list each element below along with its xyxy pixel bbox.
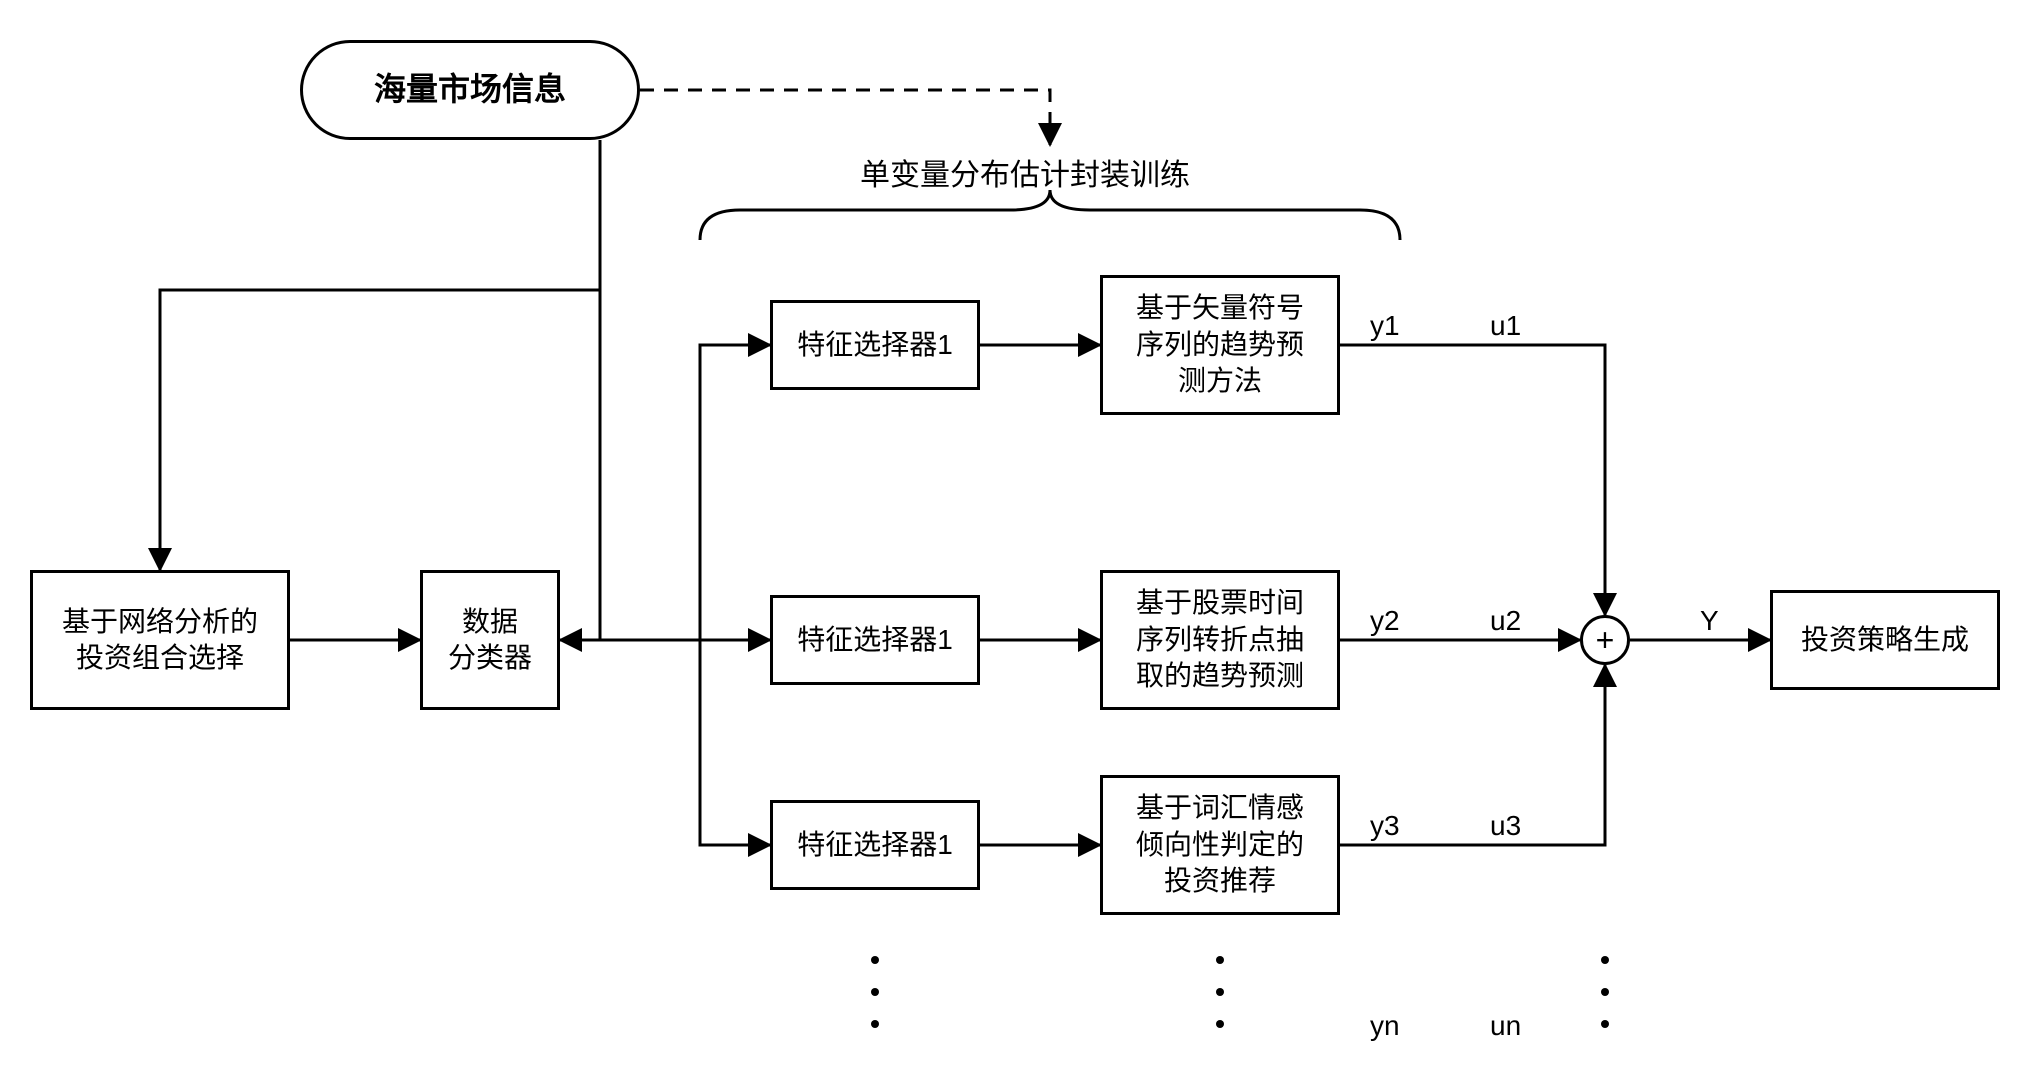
ellipsis-dot (1216, 988, 1224, 996)
node-fs1: 特征选择器1 (770, 300, 980, 390)
node-fs2: 特征选择器1 (770, 595, 980, 685)
node-strategy: 投资策略生成 (1770, 590, 2000, 690)
ellipsis-dot (1601, 1020, 1609, 1028)
node-start: 海量市场信息 (300, 40, 640, 140)
ellipsis-dot (1601, 988, 1609, 996)
ellipsis-dot (871, 1020, 879, 1028)
node-portfolio: 基于网络分析的投资组合选择 (30, 570, 290, 710)
ellipsis-dot (1601, 956, 1609, 964)
edge-label-y3: y3 (1370, 810, 1400, 842)
edge-start-left (160, 290, 600, 570)
edge-start-down (560, 140, 600, 640)
node-fs3: 特征选择器1 (770, 800, 980, 890)
node-m3: 基于词汇情感倾向性判定的投资推荐 (1100, 775, 1340, 915)
ellipsis-dot (1216, 956, 1224, 964)
ellipsis-dot (871, 988, 879, 996)
node-sum: + (1580, 615, 1630, 665)
edge-m1-sum (1340, 345, 1605, 615)
edge-label-u3: u3 (1490, 810, 1521, 842)
node-m2: 基于股票时间序列转折点抽取的趋势预测 (1100, 570, 1340, 710)
node-m1: 基于矢量符号序列的趋势预测方法 (1100, 275, 1340, 415)
ellipsis-dot (1216, 1020, 1224, 1028)
node-classifier: 数据分类器 (420, 570, 560, 710)
edge-bus-fs1 (700, 345, 770, 640)
edge-label-Y: Y (1700, 605, 1719, 637)
edge-label-un: un (1490, 1010, 1521, 1042)
flowchart-canvas: 海量市场信息基于网络分析的投资组合选择数据分类器特征选择器1特征选择器1特征选择… (0, 0, 2028, 1078)
edge-label-u1: u1 (1490, 310, 1521, 342)
ellipsis-dot (871, 956, 879, 964)
section-label: 单变量分布估计封装训练 (860, 150, 1190, 194)
edge-label-u2: u2 (1490, 605, 1521, 637)
edge-label-y2: y2 (1370, 605, 1400, 637)
edge-start-dashed (640, 90, 1050, 145)
edge-label-yn: yn (1370, 1010, 1400, 1042)
brace-top (700, 190, 1400, 240)
edge-bus-fs3 (700, 640, 770, 845)
edge-label-y1: y1 (1370, 310, 1400, 342)
